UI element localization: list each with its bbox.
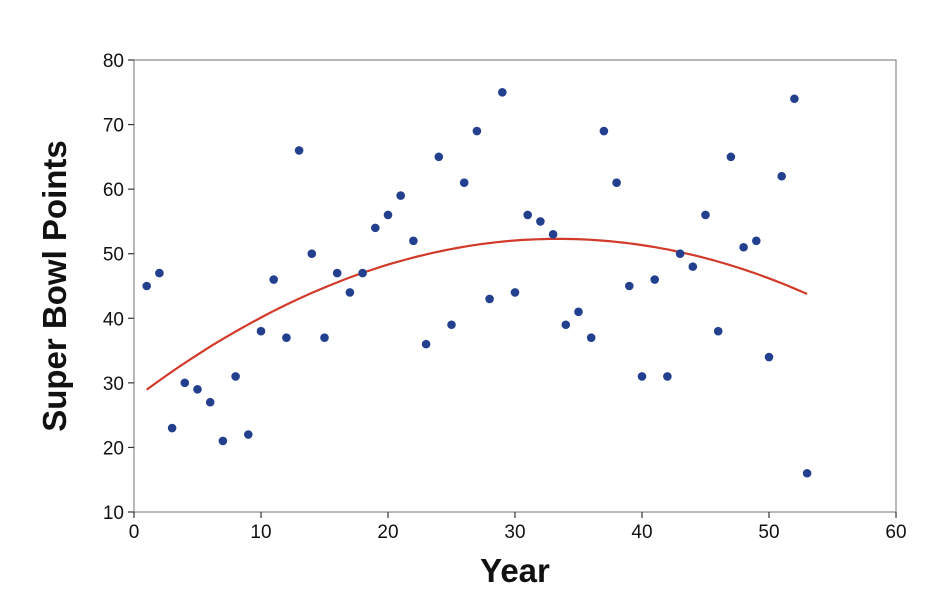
data-point	[625, 281, 634, 291]
data-point	[193, 385, 202, 394]
data-point	[688, 262, 698, 271]
data-point	[269, 275, 279, 284]
x-tick-label: 30	[504, 522, 525, 543]
y-axis-title: Super Bowl Points	[36, 140, 73, 432]
data-point	[523, 210, 532, 220]
data-point	[802, 468, 812, 478]
x-tick-label: 60	[885, 522, 906, 543]
data-point	[307, 249, 317, 259]
data-point	[701, 210, 710, 220]
y-tick-label: 60	[103, 180, 124, 201]
y-tick-label: 30	[103, 374, 124, 395]
data-point	[574, 307, 583, 317]
data-point	[218, 436, 228, 446]
data-point	[447, 320, 456, 330]
data-point	[282, 333, 291, 342]
data-point	[421, 339, 431, 349]
x-tick-label: 50	[758, 522, 779, 543]
x-axis-title: Year	[480, 552, 550, 589]
x-tick-label: 0	[129, 522, 140, 543]
y-tick-label: 20	[103, 438, 124, 459]
x-tick-label: 10	[250, 522, 271, 543]
y-tick-label: 40	[103, 309, 124, 330]
y-axis-ticks: 10 20 30 40 50 60 70 80	[103, 51, 134, 524]
data-point	[167, 423, 177, 433]
data-point	[472, 126, 482, 136]
fit-curve	[146, 237, 808, 391]
y-tick-label: 50	[103, 245, 124, 266]
data-point	[256, 326, 266, 336]
data-point	[510, 288, 520, 297]
x-tick-label: 40	[631, 522, 652, 543]
data-point	[548, 230, 558, 239]
data-point	[650, 275, 659, 284]
data-point	[459, 178, 469, 187]
data-point	[358, 268, 367, 278]
y-tick-label: 70	[103, 116, 124, 137]
data-point	[320, 333, 329, 342]
x-axis-ticks: 0 10 20 30 40 50 60	[129, 512, 907, 543]
data-point	[790, 94, 799, 104]
data-point	[536, 217, 545, 226]
data-point	[205, 397, 215, 407]
data-point	[434, 152, 444, 162]
data-point	[332, 268, 342, 278]
y-tick-label: 80	[103, 51, 124, 72]
data-point	[586, 333, 596, 342]
x-tick-label: 20	[377, 522, 398, 543]
data-point	[612, 178, 621, 187]
data-point	[498, 87, 507, 97]
data-point	[637, 372, 647, 381]
data-point	[383, 210, 393, 220]
data-point	[561, 320, 571, 330]
y-tick-label: 10	[103, 503, 124, 524]
data-point	[713, 326, 723, 336]
data-point	[180, 378, 190, 388]
data-point	[777, 171, 786, 181]
data-point	[726, 152, 736, 162]
plot-frame	[133, 59, 897, 513]
data-point	[739, 242, 748, 252]
data-point	[663, 372, 672, 381]
data-point	[231, 372, 240, 381]
data-point	[764, 352, 774, 362]
data-point	[244, 430, 253, 439]
data-points	[142, 87, 812, 478]
data-point	[142, 281, 151, 291]
data-point	[345, 288, 355, 297]
data-point	[409, 236, 418, 246]
data-point	[396, 191, 406, 200]
data-point	[485, 294, 494, 304]
data-point	[752, 236, 761, 246]
data-point	[294, 146, 304, 155]
data-point	[155, 268, 164, 278]
data-point	[599, 126, 609, 136]
data-point	[675, 249, 685, 259]
data-point	[371, 223, 380, 233]
